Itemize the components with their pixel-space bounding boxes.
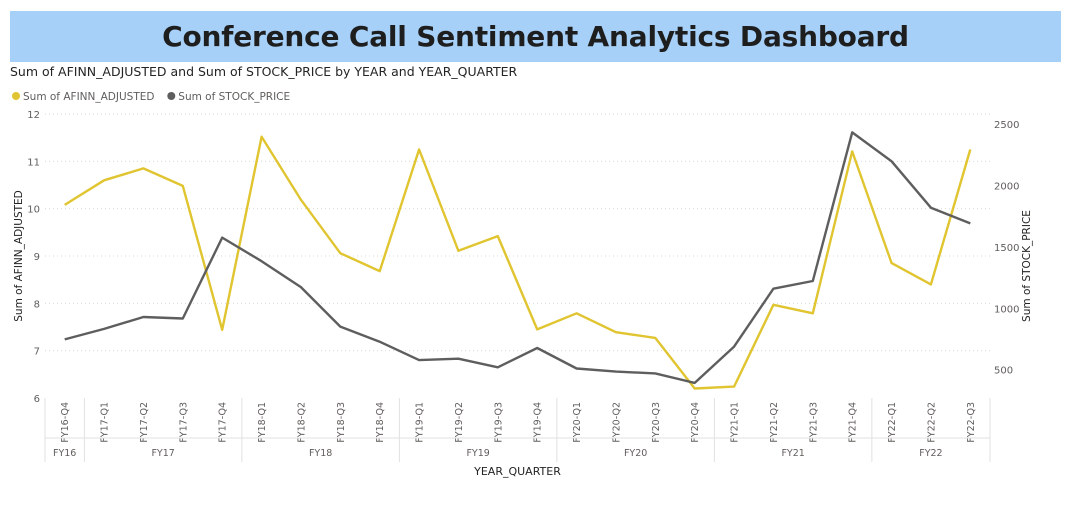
x-tick-label-19: FY21-Q3 [808,402,819,443]
y-tick-label-0: 6 [34,394,40,405]
y-axis-left: 6 7 8 9 10 11 12 Sum of AFINN_ADJUSTED [13,110,40,405]
x-tick-label-21: FY22-Q1 [887,402,898,443]
x-group-label-5: FY21 [781,448,804,459]
legend-label-0: Sum of AFINN_ADJUSTED [23,91,154,103]
y-tick-label-3: 9 [34,252,40,263]
legend-label-1: Sum of STOCK_PRICE [178,91,290,103]
legend-marker-0 [12,92,20,100]
series-lines [64,131,972,390]
y2-axis-title: Sum of STOCK_PRICE [1021,210,1033,322]
x-tick-label-3: FY17-Q3 [178,402,189,443]
y2-tick-label-1: 1000 [994,304,1019,315]
y2-tick-label-4: 2500 [994,120,1019,131]
legend-marker-1 [167,92,176,100]
legend: Sum of AFINN_ADJUSTED Sum of STOCK_PRICE [12,91,290,103]
x-tick-label-22: FY22-Q2 [926,402,937,443]
y-tick-label-4: 10 [27,205,40,216]
x-tick-label-2: FY17-Q2 [139,402,150,443]
series-line-1 [64,131,971,385]
dashboard-banner: Conference Call Sentiment Analytics Dash… [10,11,1061,62]
x-tick-label-20: FY21-Q4 [848,402,859,443]
x-tick-label-8: FY18-Q4 [375,402,386,443]
x-group-label-6: FY22 [919,448,942,459]
dashboard-title: Conference Call Sentiment Analytics Dash… [162,20,909,53]
y-tick-label-5: 11 [27,157,40,168]
x-tick-label-13: FY20-Q1 [572,402,583,443]
x-tick-label-10: FY19-Q2 [454,402,465,443]
y2-tick-label-3: 2000 [994,181,1019,192]
y-axis-title: Sum of AFINN_ADJUSTED [13,190,25,321]
x-tick-label-5: FY18-Q1 [257,402,268,443]
x-tick-label-17: FY21-Q1 [730,402,741,443]
x-tick-label-11: FY19-Q3 [493,402,504,443]
series-line-0 [64,135,972,390]
y2-tick-label-0: 500 [994,366,1013,377]
x-tick-label-6: FY18-Q2 [296,402,307,443]
x-tick-label-18: FY21-Q2 [769,402,780,443]
x-tick-label-14: FY20-Q2 [611,402,622,443]
x-tick-label-9: FY19-Q1 [415,402,426,443]
x-tick-label-12: FY19-Q4 [533,402,544,443]
y-tick-label-1: 7 [34,347,40,358]
x-tick-label-16: FY20-Q4 [690,402,701,443]
x-tick-label-4: FY17-Q4 [218,402,229,443]
y2-tick-label-2: 1500 [994,243,1019,254]
x-tick-label-23: FY22-Q3 [966,402,977,443]
chart-title: Sum of AFINN_ADJUSTED and Sum of STOCK_P… [10,64,518,79]
x-axis: FY16-Q4 FY17-Q1 FY17-Q2 FY17-Q3 FY17-Q4 FY18-… [44,398,991,478]
y-tick-label-2: 8 [34,299,40,310]
x-tick-label-7: FY18-Q3 [336,402,347,443]
x-tick-label-0: FY16-Q4 [60,402,71,443]
gridlines [45,113,990,352]
x-group-label-0: FY16 [53,448,76,459]
x-axis-title: YEAR_QUARTER [473,465,561,478]
x-tick-label-15: FY20-Q3 [651,402,662,443]
x-group-label-2: FY18 [309,448,332,459]
x-group-label-4: FY20 [624,448,647,459]
x-group-label-1: FY17 [151,448,174,459]
x-group-label-3: FY19 [466,448,489,459]
y-axis-right: 500 1000 1500 2000 2500 Sum of STOCK_PRICE [994,120,1033,377]
y-tick-label-6: 12 [27,110,40,121]
x-tick-label-1: FY17-Q1 [100,402,111,443]
